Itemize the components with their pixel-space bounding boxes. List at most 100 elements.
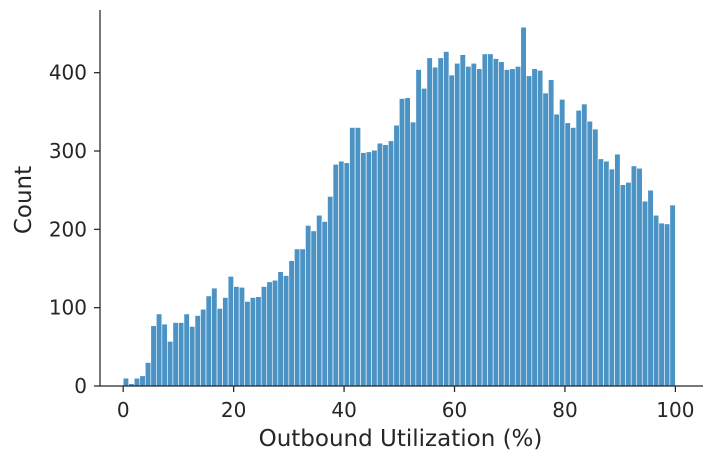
histogram-bar <box>470 62 477 387</box>
histogram-bar <box>647 189 654 387</box>
histogram-bar <box>669 204 676 387</box>
x-axis-ticks: 0 20 40 60 80 100 <box>117 386 694 422</box>
histogram-bar <box>636 167 643 387</box>
histogram-bar <box>354 127 361 387</box>
histogram-bar <box>144 362 152 387</box>
histogram-bar <box>327 196 334 387</box>
histogram-bar <box>244 301 251 387</box>
histogram-bar <box>376 142 384 387</box>
histogram-bar <box>161 323 168 387</box>
histogram-bar <box>382 144 389 387</box>
histogram-bar <box>520 26 527 387</box>
histogram-bar <box>537 70 544 387</box>
histogram-bar <box>255 296 262 387</box>
histogram-bar <box>189 326 196 387</box>
histogram-bar <box>581 103 588 387</box>
histogram-bar <box>387 140 395 387</box>
x-tick-label: 100 <box>656 398 694 422</box>
histogram-bar <box>448 74 455 387</box>
histogram-bar <box>531 68 538 387</box>
histogram-bar <box>288 260 295 387</box>
histogram-bar <box>139 375 146 387</box>
histogram-bar <box>476 68 483 387</box>
histogram-bar <box>443 51 450 387</box>
histogram-bar <box>393 124 400 387</box>
histogram-bar <box>260 286 268 387</box>
histogram-bar <box>564 122 571 387</box>
histogram-bar <box>481 53 488 387</box>
histogram-bar <box>492 58 499 387</box>
histogram-bar <box>437 57 444 387</box>
histogram-bar <box>283 275 290 387</box>
histogram-bar <box>122 377 130 387</box>
histogram-bar <box>553 113 560 387</box>
histogram-bar <box>415 69 422 387</box>
histogram-bar <box>216 308 223 387</box>
histogram-bar <box>465 66 472 387</box>
histogram-bar <box>421 88 428 387</box>
histogram-bar <box>586 120 593 387</box>
histogram-bar <box>238 286 245 387</box>
histogram-bar <box>277 271 284 387</box>
histogram-bar <box>559 99 566 387</box>
histogram-bar <box>548 79 555 387</box>
histogram-bar <box>360 152 367 387</box>
histogram-bar <box>150 325 157 387</box>
histogram-bar <box>211 287 218 387</box>
histogram-bar <box>365 151 372 387</box>
histogram-bar <box>249 297 257 387</box>
histogram-bar <box>503 69 511 387</box>
histogram-bar <box>487 53 494 387</box>
histogram-bar <box>299 248 306 387</box>
histogram-bar <box>305 225 312 387</box>
histogram-bar <box>664 223 671 387</box>
y-tick-label: 100 <box>49 296 87 320</box>
y-axis-ticks: 0 100 200 300 400 <box>49 61 100 398</box>
histogram-bar <box>233 286 240 387</box>
histogram-bar <box>156 313 163 387</box>
x-axis-title: Outbound Utilization (%) <box>259 426 543 452</box>
y-tick-label: 200 <box>49 217 87 241</box>
x-tick-label: 40 <box>331 398 356 422</box>
histogram-bar <box>222 297 229 387</box>
histogram-bar <box>371 149 378 387</box>
histogram-bar <box>608 168 615 387</box>
histogram-bar <box>404 97 411 387</box>
histogram-bar <box>592 128 599 387</box>
histogram-bar <box>294 248 301 387</box>
histogram-bar <box>459 54 466 387</box>
histogram-bar <box>454 62 461 387</box>
y-tick-label: 0 <box>74 374 87 398</box>
histogram-bar <box>133 377 141 387</box>
histogram-bar <box>205 295 212 387</box>
histogram-bar <box>310 230 317 387</box>
histogram-bar <box>630 165 638 387</box>
histogram-bar <box>625 182 632 387</box>
histogram-bar <box>498 61 505 387</box>
histogram-bar <box>321 221 328 387</box>
histogram-bar <box>266 281 273 387</box>
histogram-bar <box>570 127 577 387</box>
x-tick-label: 80 <box>552 398 577 422</box>
histogram-bar <box>200 308 207 387</box>
histogram-bar <box>410 121 417 387</box>
histogram-bar <box>597 158 604 387</box>
histogram-bar <box>614 153 621 387</box>
histogram-bar <box>641 200 649 387</box>
histogram-bar <box>183 313 190 387</box>
histogram-bar <box>525 75 533 387</box>
histogram-bar <box>509 68 516 387</box>
x-tick-label: 60 <box>442 398 467 422</box>
histogram-bar <box>349 127 356 387</box>
histogram-bar <box>316 214 323 387</box>
histogram-bar <box>227 276 234 387</box>
x-tick-label: 0 <box>117 398 130 422</box>
histogram-bar <box>603 160 610 387</box>
histogram-bar <box>432 66 439 387</box>
histogram-bar <box>542 92 549 387</box>
histogram-bar <box>178 322 185 387</box>
y-axis-title: Count <box>11 166 37 234</box>
histogram-bar <box>343 162 350 387</box>
histogram-bar <box>332 164 339 387</box>
